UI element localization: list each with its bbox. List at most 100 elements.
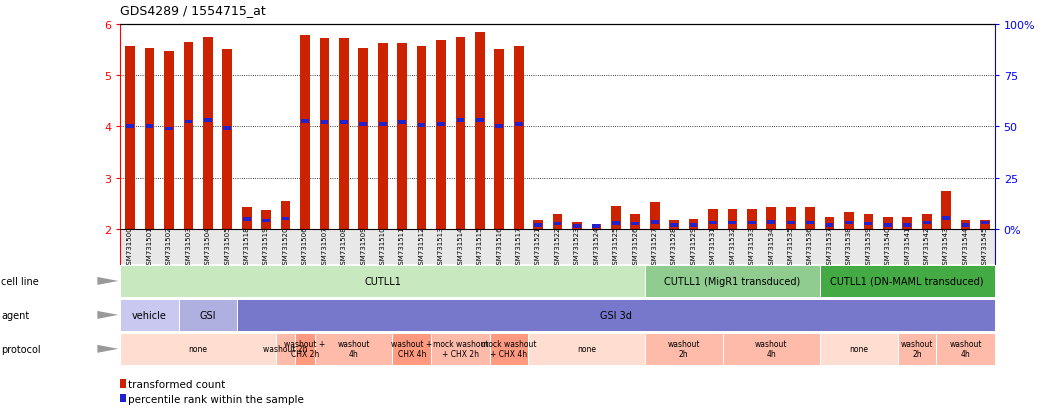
Polygon shape bbox=[97, 311, 118, 319]
Text: GSM731502: GSM731502 bbox=[166, 225, 172, 268]
Text: GSM731505: GSM731505 bbox=[224, 225, 230, 268]
Text: GSM731504: GSM731504 bbox=[205, 225, 210, 268]
Bar bbox=[669, 221, 678, 229]
Bar bbox=[320, 121, 329, 125]
Bar bbox=[825, 218, 834, 229]
Text: mock washout
+ CHX 4h: mock washout + CHX 4h bbox=[482, 339, 537, 358]
Text: GSM731510: GSM731510 bbox=[380, 225, 385, 268]
Text: CUTLL1: CUTLL1 bbox=[364, 276, 401, 286]
Text: washout
2h: washout 2h bbox=[900, 339, 933, 358]
Bar bbox=[722, 333, 820, 365]
Bar bbox=[767, 221, 775, 224]
Text: GSM731540: GSM731540 bbox=[885, 225, 891, 268]
Polygon shape bbox=[97, 277, 118, 285]
Bar bbox=[645, 333, 722, 365]
Bar bbox=[437, 41, 446, 229]
Bar bbox=[883, 218, 893, 229]
Text: vehicle: vehicle bbox=[132, 310, 166, 320]
Text: GSM731507: GSM731507 bbox=[321, 225, 328, 268]
Text: GSM731503: GSM731503 bbox=[185, 225, 192, 268]
Bar bbox=[319, 39, 329, 229]
Text: GSM731528: GSM731528 bbox=[671, 225, 677, 268]
Text: GSM731501: GSM731501 bbox=[147, 225, 153, 268]
Bar bbox=[437, 123, 445, 126]
Text: GSM731500: GSM731500 bbox=[127, 225, 133, 268]
Bar bbox=[651, 221, 659, 224]
Bar bbox=[884, 224, 892, 228]
Bar bbox=[120, 380, 126, 388]
Bar bbox=[275, 333, 295, 365]
Text: none: none bbox=[188, 344, 207, 354]
Bar bbox=[748, 221, 756, 225]
Text: GSM731521: GSM731521 bbox=[535, 225, 541, 268]
Text: GSM731514: GSM731514 bbox=[458, 225, 464, 268]
Bar bbox=[397, 44, 407, 229]
Bar bbox=[897, 333, 936, 365]
Bar bbox=[393, 333, 431, 365]
Text: cell line: cell line bbox=[1, 276, 39, 286]
Text: none: none bbox=[849, 344, 868, 354]
Bar bbox=[631, 222, 639, 226]
Text: GSM731524: GSM731524 bbox=[594, 225, 599, 268]
Text: CUTLL1 (MigR1 transduced): CUTLL1 (MigR1 transduced) bbox=[664, 276, 801, 286]
Text: percentile rank within the sample: percentile rank within the sample bbox=[128, 394, 304, 404]
Text: GSM731533: GSM731533 bbox=[749, 225, 755, 268]
Bar bbox=[262, 210, 271, 229]
Bar bbox=[820, 265, 995, 297]
Text: GSM731509: GSM731509 bbox=[360, 225, 366, 268]
Bar bbox=[490, 333, 529, 365]
Text: none: none bbox=[577, 344, 596, 354]
Bar bbox=[184, 121, 193, 124]
Bar bbox=[515, 123, 522, 126]
Bar bbox=[164, 52, 174, 229]
Bar bbox=[786, 221, 795, 225]
Text: washout 2h: washout 2h bbox=[263, 344, 308, 354]
Text: GSM731517: GSM731517 bbox=[516, 225, 521, 268]
Bar bbox=[864, 215, 873, 229]
Bar bbox=[183, 43, 194, 229]
Bar bbox=[922, 221, 931, 225]
Text: GSI 3d: GSI 3d bbox=[600, 310, 631, 320]
Bar bbox=[941, 192, 951, 229]
Bar bbox=[300, 36, 310, 229]
Text: GSM731545: GSM731545 bbox=[982, 225, 988, 268]
Bar bbox=[417, 47, 426, 229]
Bar bbox=[630, 215, 640, 229]
Bar bbox=[222, 50, 232, 229]
Bar bbox=[358, 49, 369, 229]
Bar bbox=[942, 217, 950, 220]
Text: GSM731522: GSM731522 bbox=[555, 225, 560, 268]
Text: GSM731538: GSM731538 bbox=[846, 225, 852, 268]
Bar bbox=[237, 299, 995, 331]
Bar bbox=[223, 127, 231, 131]
Bar bbox=[611, 207, 621, 229]
Bar bbox=[980, 221, 989, 229]
Bar bbox=[553, 215, 562, 229]
Bar bbox=[533, 221, 543, 229]
Bar bbox=[645, 265, 820, 297]
Bar bbox=[242, 207, 251, 229]
Text: washout
4h: washout 4h bbox=[337, 339, 370, 358]
Text: GSM731520: GSM731520 bbox=[283, 225, 289, 268]
Bar bbox=[359, 123, 367, 126]
Bar bbox=[379, 123, 386, 126]
Bar bbox=[529, 333, 645, 365]
Bar bbox=[820, 333, 897, 365]
Bar bbox=[120, 394, 126, 402]
Bar bbox=[936, 333, 995, 365]
Bar bbox=[747, 210, 757, 229]
Text: GSM731523: GSM731523 bbox=[574, 225, 580, 268]
Text: transformed count: transformed count bbox=[128, 380, 225, 389]
Bar bbox=[708, 210, 718, 229]
Bar bbox=[120, 265, 645, 297]
Text: washout
2h: washout 2h bbox=[668, 339, 700, 358]
Bar bbox=[475, 33, 485, 229]
Bar bbox=[573, 225, 581, 228]
Bar bbox=[302, 120, 309, 123]
Bar bbox=[494, 50, 504, 229]
Text: washout
4h: washout 4h bbox=[755, 339, 787, 358]
Text: GSM731529: GSM731529 bbox=[691, 225, 696, 268]
Bar bbox=[203, 38, 213, 229]
Text: GSM731537: GSM731537 bbox=[826, 225, 832, 268]
Bar bbox=[593, 225, 600, 228]
